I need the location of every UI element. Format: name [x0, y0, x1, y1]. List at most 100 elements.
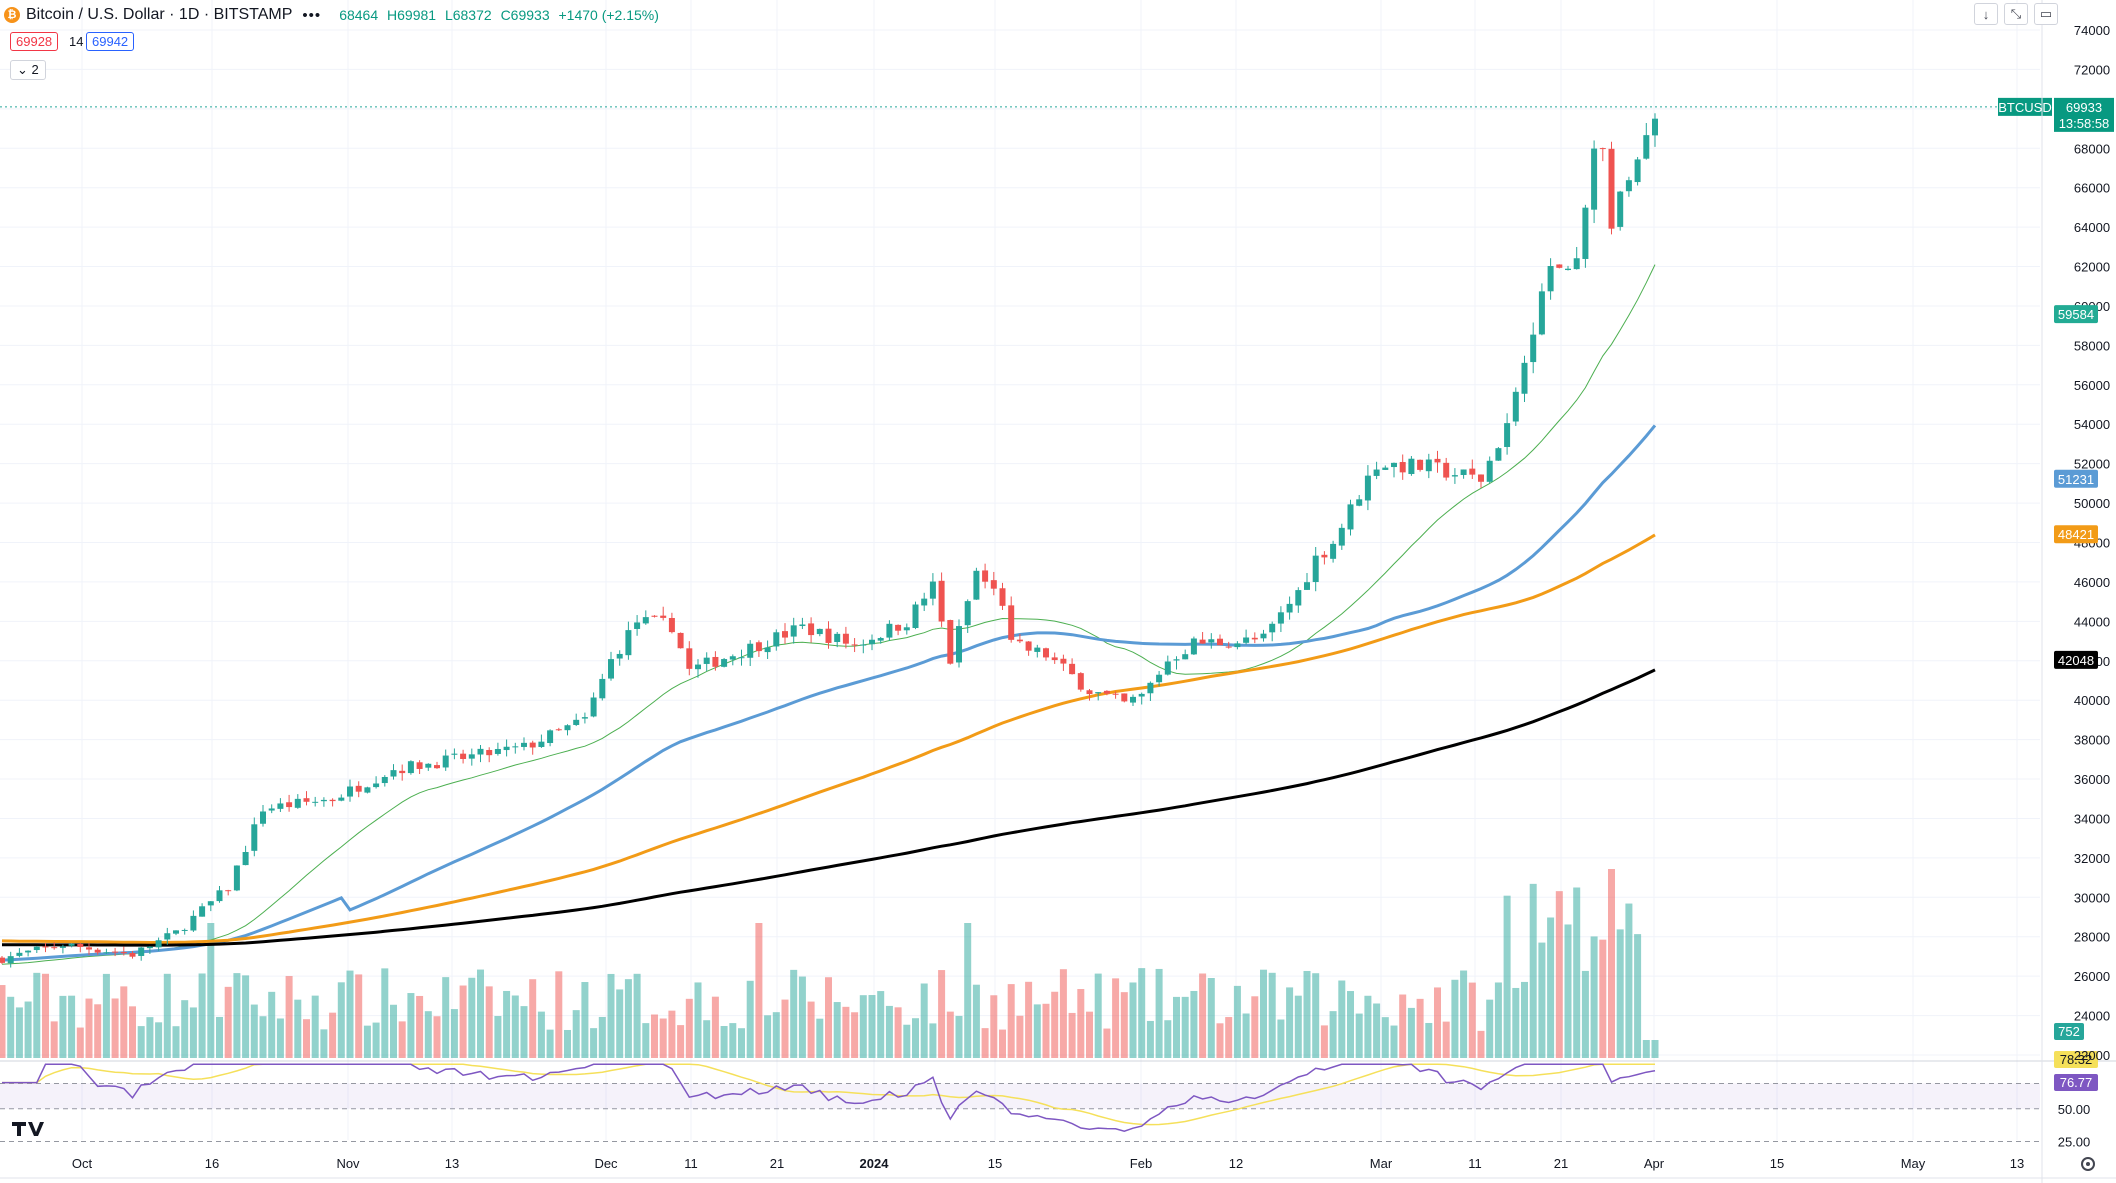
candle	[164, 933, 171, 940]
collapse-icon[interactable]: ⤡	[2004, 3, 2028, 25]
volume-bar	[877, 991, 885, 1058]
candle	[77, 943, 84, 947]
candle	[1625, 180, 1632, 192]
sell-price-button[interactable]: 69928	[10, 32, 59, 51]
volume-bar	[807, 1001, 815, 1058]
price-tick-label: 72000	[2074, 62, 2110, 77]
volume-bar	[85, 998, 93, 1058]
candle	[721, 659, 728, 667]
time-tick-label: May	[1901, 1156, 1926, 1171]
candle	[1156, 674, 1163, 683]
volume-bar	[694, 982, 702, 1058]
candle	[181, 929, 188, 931]
candle	[103, 952, 110, 954]
price-tick-label: 32000	[2074, 851, 2110, 866]
time-tick-label: 21	[1554, 1156, 1568, 1171]
symbol-tag	[1998, 97, 2052, 116]
volume-bar	[1434, 987, 1441, 1058]
sma200-line	[1, 668, 1656, 947]
candle	[1538, 291, 1545, 335]
ohlc-readout: 68464 H69981 L68372 C69933 +1470 (+2.15%…	[339, 7, 664, 23]
volume-bar	[938, 970, 946, 1058]
moving-averages	[1, 264, 1657, 965]
volume-bar	[1512, 987, 1520, 1058]
candle	[1112, 693, 1119, 695]
volume-bar	[172, 1026, 180, 1058]
volume-bar	[337, 982, 345, 1058]
volume-bar	[1521, 981, 1528, 1058]
volume-bar	[329, 1012, 337, 1058]
arrow-down-icon[interactable]: ↓	[1974, 3, 1998, 25]
volume-bar	[68, 995, 76, 1058]
candle	[442, 755, 449, 768]
volume-bar	[1564, 924, 1572, 1058]
candle	[703, 657, 710, 664]
candle	[0, 957, 5, 963]
volume-bar	[1277, 1019, 1285, 1058]
volume-bar	[485, 986, 493, 1058]
volume-bar	[1468, 982, 1476, 1058]
candle	[1408, 458, 1415, 474]
candle	[86, 947, 92, 950]
candle	[695, 664, 701, 670]
volume-bar	[1042, 1003, 1050, 1058]
symbol-title[interactable]: Bitcoin / U.S. Dollar · 1D · BITSTAMP	[26, 6, 293, 23]
candle	[842, 633, 849, 644]
more-options-icon[interactable]: •••	[302, 6, 322, 24]
candle	[538, 741, 545, 747]
volume-bar	[1529, 883, 1537, 1058]
volume-bar	[1338, 980, 1346, 1058]
ma-value-tag	[2054, 525, 2098, 544]
candle	[729, 656, 736, 660]
candle	[381, 776, 388, 784]
volume-bar	[346, 970, 354, 1058]
price-tick-label: 62000	[2074, 260, 2110, 275]
candle	[938, 580, 945, 622]
candle	[1347, 504, 1354, 530]
time-tick-label: Mar	[1370, 1156, 1393, 1171]
volume-bar	[537, 1011, 545, 1058]
rsi-band	[0, 1083, 2040, 1109]
candle	[16, 952, 23, 956]
candle	[1443, 462, 1450, 478]
buy-price-button[interactable]: 69942	[86, 32, 135, 51]
indicators-collapse-button[interactable]: ⌄ 2	[10, 60, 46, 80]
volume-bar	[120, 986, 128, 1058]
volume-bar	[407, 993, 415, 1058]
volume-bar	[216, 1016, 223, 1058]
candle	[1069, 663, 1076, 675]
candle	[207, 901, 214, 906]
time-axis: Oct 16 Nov 13 Dec 11 21 2024 15 Feb 12 Mar 11 21 Apr 15…	[0, 1156, 2116, 1179]
time-tick-label: Oct	[72, 1156, 93, 1171]
time-tick-label: 13	[445, 1156, 459, 1171]
candle	[347, 786, 353, 797]
candle	[834, 633, 841, 642]
price-tick-label: 40000	[2074, 693, 2110, 708]
volume-bar	[946, 1011, 954, 1058]
candle	[738, 657, 745, 659]
volume-bar	[529, 979, 537, 1058]
candle	[686, 648, 693, 669]
close-value: C69933	[500, 7, 550, 23]
rsi-ma-tag-label: 78.32	[2060, 1052, 2093, 1067]
chart-window-controls: ↓ ⤡ ▭	[1974, 3, 2058, 25]
candle	[146, 946, 153, 949]
volume-bar	[1173, 996, 1180, 1058]
candle	[964, 601, 971, 626]
maximize-icon[interactable]: ▭	[2034, 3, 2058, 25]
candle	[225, 890, 232, 892]
sma50-line	[1, 424, 1657, 962]
candle	[425, 763, 432, 768]
volume-bar	[1347, 991, 1354, 1058]
sma100-line	[1, 533, 1656, 944]
volume-bar	[355, 974, 363, 1058]
candles	[0, 113, 1658, 968]
volume-bar	[189, 1007, 197, 1058]
price-tick-label: 58000	[2074, 338, 2110, 353]
candle	[320, 799, 327, 802]
time-tick-label: 11	[1468, 1156, 1482, 1171]
candle	[1060, 658, 1067, 664]
volume-bar	[94, 1004, 102, 1058]
candle	[1417, 459, 1424, 470]
